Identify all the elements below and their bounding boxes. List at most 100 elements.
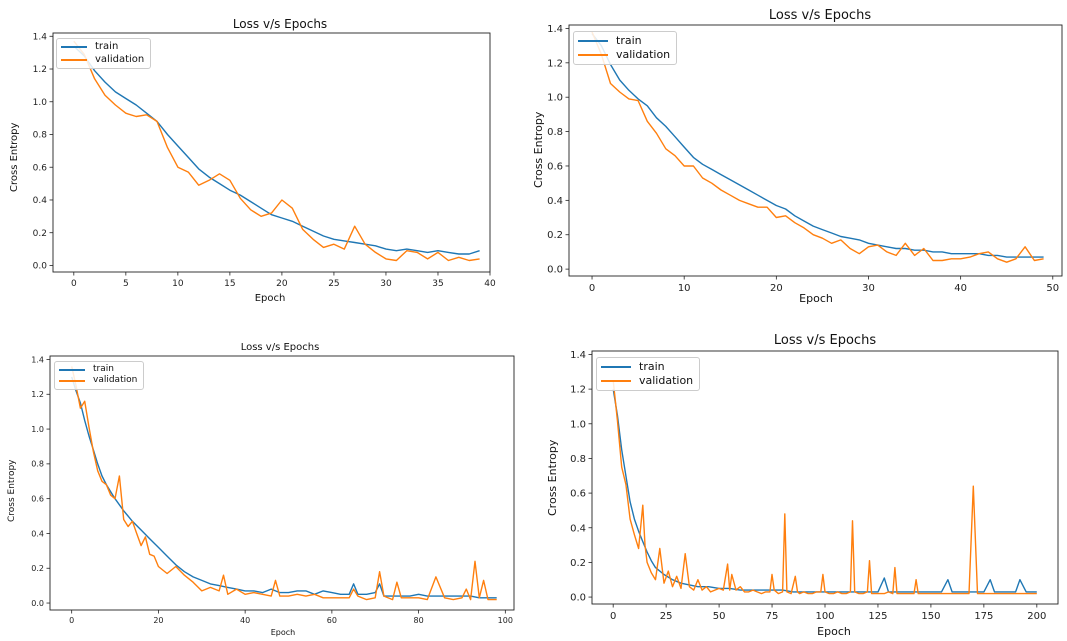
chart-title: Loss v/s Epochs <box>240 342 320 353</box>
series-line-validation <box>71 366 497 601</box>
x-tick-label: 5 <box>123 279 129 289</box>
x-tick-label: 50 <box>713 611 726 622</box>
x-tick-label: 20 <box>276 279 288 289</box>
chart-panel-2: Loss v/s Epochs 0 10 20 30 40 50 0.0 0.2 0.4 0.6 0… <box>520 0 1067 320</box>
y-tick-label: 0.6 <box>33 163 48 173</box>
chart-panel-4: Loss v/s Epochs 0 25 50 75 100 125 150 175 200 0.… <box>520 330 1067 641</box>
y-tick-label: 0.2 <box>570 558 586 569</box>
series-line-validation <box>73 40 480 262</box>
legend-item-train: train <box>578 34 670 48</box>
x-tick-label: 35 <box>432 279 443 289</box>
x-tick-label: 150 <box>921 611 940 622</box>
y-axis-label: Cross Entropy <box>532 111 545 188</box>
legend-swatch-train <box>59 368 85 371</box>
legend-label-train: train <box>616 34 642 47</box>
legend-item-validation: validation <box>59 375 137 386</box>
x-tick-label: 100 <box>815 611 834 622</box>
y-tick-label: 1.4 <box>570 350 586 361</box>
y-tick-label: 1.4 <box>33 32 48 42</box>
y-tick-label: 0.0 <box>547 265 563 276</box>
legend-label-validation: validation <box>95 53 145 65</box>
y-tick-label: 1.0 <box>547 93 563 104</box>
y-tick-label: 1.4 <box>547 24 563 35</box>
legend-swatch-train <box>61 46 87 49</box>
y-tick-label: 0.6 <box>570 489 586 500</box>
x-tick-label: 0 <box>610 611 616 622</box>
legend-label-train: train <box>95 41 119 52</box>
x-axis-label: Epoch <box>270 628 296 637</box>
legend-swatch-train <box>601 365 631 368</box>
y-tick-label: 1.2 <box>547 58 563 69</box>
series-line-train <box>73 45 480 255</box>
y-tick-label: 1.2 <box>570 385 586 396</box>
legend-item-train: train <box>61 41 144 54</box>
legend: train validation <box>596 357 701 391</box>
chart-title: Loss v/s Epochs <box>232 17 328 31</box>
x-axis-label: Epoch <box>817 625 851 638</box>
y-tick-label: 0.4 <box>547 196 563 207</box>
x-tick-label: 40 <box>484 279 496 289</box>
legend-swatch-validation <box>61 58 87 61</box>
y-tick-label: 1.4 <box>31 355 44 364</box>
x-tick-label: 15 <box>224 279 235 289</box>
y-tick-label: 0.0 <box>33 262 48 272</box>
legend-label-validation: validation <box>616 47 671 61</box>
x-tick-label: 175 <box>974 611 993 622</box>
series-line-validation <box>591 31 1044 263</box>
y-tick-label: 1.0 <box>33 98 48 108</box>
x-tick-label: 30 <box>380 279 392 289</box>
y-tick-label: 0.4 <box>33 196 48 206</box>
legend-label-train: train <box>93 364 114 374</box>
legend-label-validation: validation <box>93 375 138 386</box>
x-axis-label: Epoch <box>799 292 833 305</box>
plot-area: 0 5 10 15 20 25 30 35 40 0.0 0.2 0.4 0.6 0.8 1.0 1.2 1.4 <box>33 32 496 289</box>
x-tick-label: 0 <box>589 283 595 294</box>
x-tick-label: 125 <box>868 611 887 622</box>
x-tick-label: 60 <box>327 616 337 625</box>
chart-panel-1: Loss v/s Epochs 0 5 10 15 20 25 30 35 40 0.0 0.2 0.… <box>0 0 520 320</box>
y-tick-label: 0.0 <box>570 593 586 604</box>
y-tick-label: 0.8 <box>570 454 586 465</box>
plot-area: 0 10 20 30 40 50 0.0 0.2 0.4 0.6 0.8 1.0 1.2 1.4 <box>547 24 1063 294</box>
legend-swatch-train <box>578 39 608 42</box>
axes-frame <box>568 24 1063 277</box>
x-tick-label: 25 <box>328 279 339 289</box>
y-tick-label: 0.2 <box>33 229 47 239</box>
series-line-train <box>591 33 1044 258</box>
y-axis-label: Cross Entropy <box>9 122 20 192</box>
legend-swatch-validation <box>59 379 85 382</box>
legend-item-train: train <box>59 364 137 375</box>
y-tick-label: 0.6 <box>31 494 44 503</box>
x-tick-label: 200 <box>1027 611 1046 622</box>
y-tick-label: 1.0 <box>570 419 586 430</box>
x-tick-label: 80 <box>414 616 424 625</box>
legend-item-train: train <box>601 360 693 374</box>
x-tick-label: 100 <box>498 616 513 625</box>
x-tick-label: 10 <box>678 283 691 294</box>
y-tick-label: 0.8 <box>31 460 44 469</box>
legend: train validation <box>56 38 152 69</box>
y-tick-label: 1.0 <box>31 425 44 434</box>
y-tick-label: 0.2 <box>31 564 44 573</box>
plot-area: 0 20 40 60 80 100 0.0 0.2 0.4 0.6 0.8 1.0 1.2 1.4 <box>31 355 515 625</box>
legend-item-validation: validation <box>601 374 693 388</box>
x-tick-label: 0 <box>69 616 74 625</box>
y-tick-label: 0.2 <box>547 230 563 241</box>
x-tick-label: 50 <box>1046 283 1059 294</box>
legend: train validation <box>54 361 145 390</box>
y-tick-label: 0.4 <box>31 529 44 538</box>
x-tick-label: 25 <box>660 611 673 622</box>
y-tick-label: 0.8 <box>547 127 563 138</box>
x-tick-label: 10 <box>172 279 184 289</box>
legend-swatch-validation <box>578 53 608 56</box>
x-tick-label: 75 <box>766 611 779 622</box>
x-tick-label: 20 <box>770 283 783 294</box>
chart-panel-3: Loss v/s Epochs 0 20 40 60 80 100 0.0 0.2 0.4 0.6… <box>0 330 520 641</box>
x-tick-label: 40 <box>954 283 967 294</box>
legend-label-train: train <box>639 360 665 373</box>
chart-title: Loss v/s Epochs <box>773 333 877 348</box>
y-tick-label: 0.8 <box>33 131 48 141</box>
chart-title: Loss v/s Epochs <box>768 8 872 23</box>
legend-item-validation: validation <box>61 54 144 67</box>
series-line-train <box>71 376 497 599</box>
